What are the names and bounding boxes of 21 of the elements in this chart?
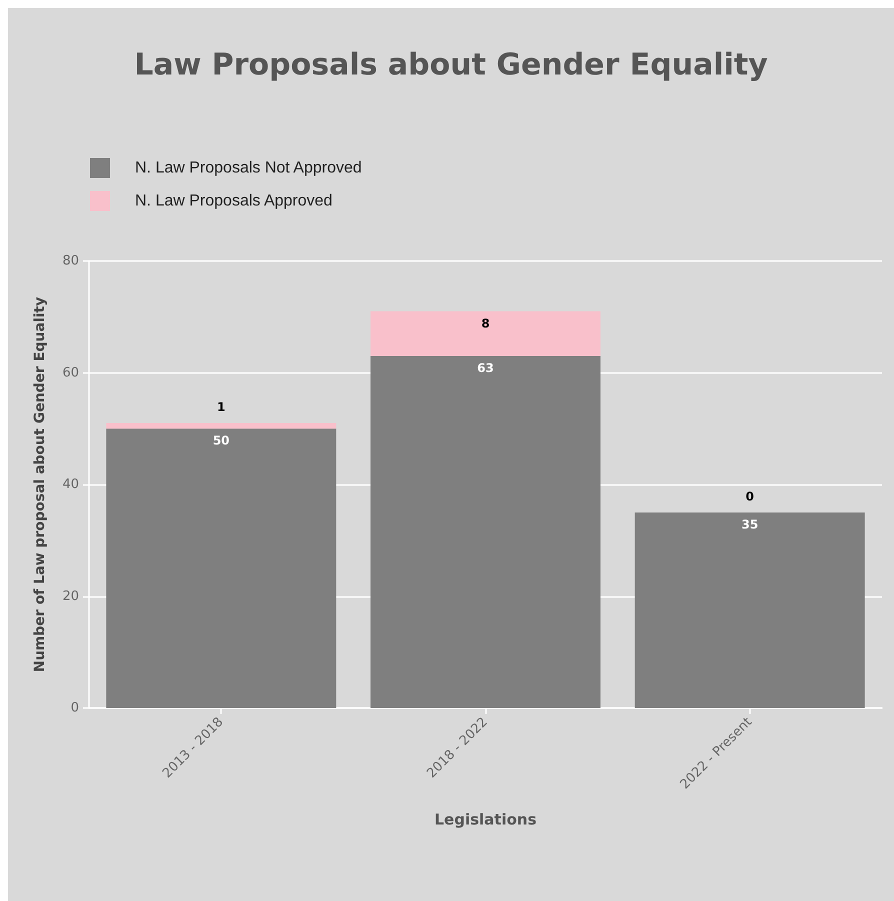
chart-title: Law Proposals about Gender Equality <box>134 48 768 82</box>
bar <box>106 428 336 708</box>
data-label: 63 <box>477 360 494 375</box>
bar <box>106 423 336 429</box>
data-label: 50 <box>212 434 230 448</box>
bar <box>634 512 865 708</box>
y-tick-label: 80 <box>62 254 79 268</box>
bar <box>370 356 600 708</box>
x-axis-title: Legislations <box>434 810 537 828</box>
bar <box>370 311 600 356</box>
legend-label: N. Law Proposals Approved <box>135 192 332 210</box>
data-label: 0 <box>746 489 754 504</box>
y-axis-title: Number of Law proposal about Gender Equality <box>32 296 48 672</box>
y-tick-label: 20 <box>62 588 79 604</box>
data-label: 8 <box>481 316 490 330</box>
data-label: 35 <box>741 517 758 532</box>
data-label: 1 <box>216 400 226 414</box>
y-tick-label: 60 <box>62 365 79 380</box>
y-tick-label: 0 <box>70 700 79 716</box>
y-tick-label: 40 <box>62 477 79 492</box>
legend-label: N. Law Proposals Not Approved <box>135 160 362 176</box>
